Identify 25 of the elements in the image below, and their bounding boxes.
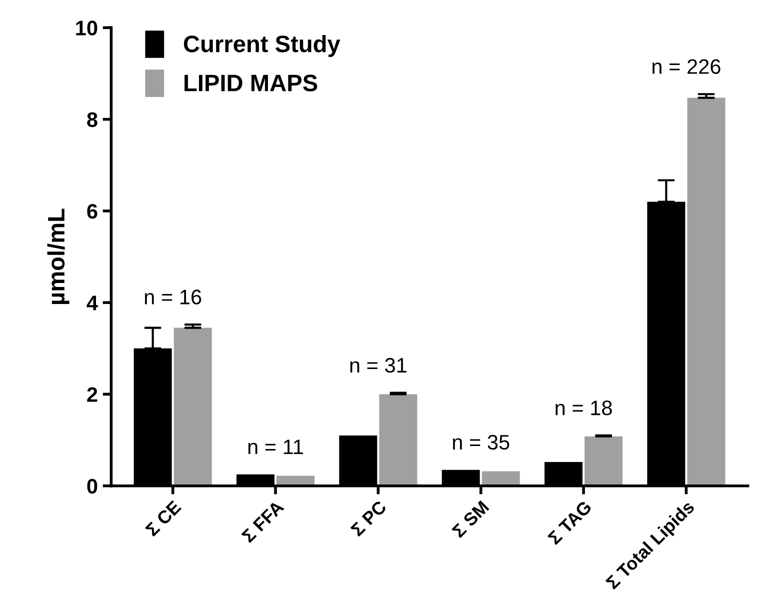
y-tick-label: 6 bbox=[87, 204, 98, 219]
annotation: n = 31 bbox=[350, 358, 406, 373]
annotation: n = 18 bbox=[556, 400, 612, 416]
y-tick-label: 8 bbox=[87, 112, 98, 128]
annotation: n = 226 bbox=[652, 59, 720, 74]
annotation: n = 35 bbox=[452, 434, 510, 450]
x-tick-label: Σ SM bbox=[451, 500, 490, 538]
legend-label: Current Study bbox=[184, 34, 340, 57]
y-tick-label: 10 bbox=[76, 20, 98, 36]
y-axis-title: µmol/mL bbox=[47, 208, 70, 304]
bar bbox=[687, 98, 726, 486]
bar bbox=[174, 328, 212, 486]
x-tick-label: Σ FFA bbox=[241, 500, 284, 544]
x-tick-label: Σ TAG bbox=[547, 500, 592, 546]
bar bbox=[584, 436, 623, 486]
bar bbox=[379, 394, 418, 486]
bar bbox=[482, 471, 520, 486]
x-tick-label: Σ CE bbox=[144, 500, 182, 537]
annotation: n = 16 bbox=[144, 290, 202, 304]
legend-label: LIPID MAPS bbox=[184, 74, 318, 92]
y-tick-label: 0 bbox=[87, 478, 98, 494]
y-tick-label: 4 bbox=[86, 296, 98, 310]
x-tick-label: Σ PC bbox=[350, 500, 388, 537]
annotation: n = 11 bbox=[248, 440, 303, 454]
y-tick-label: 2 bbox=[87, 387, 98, 402]
